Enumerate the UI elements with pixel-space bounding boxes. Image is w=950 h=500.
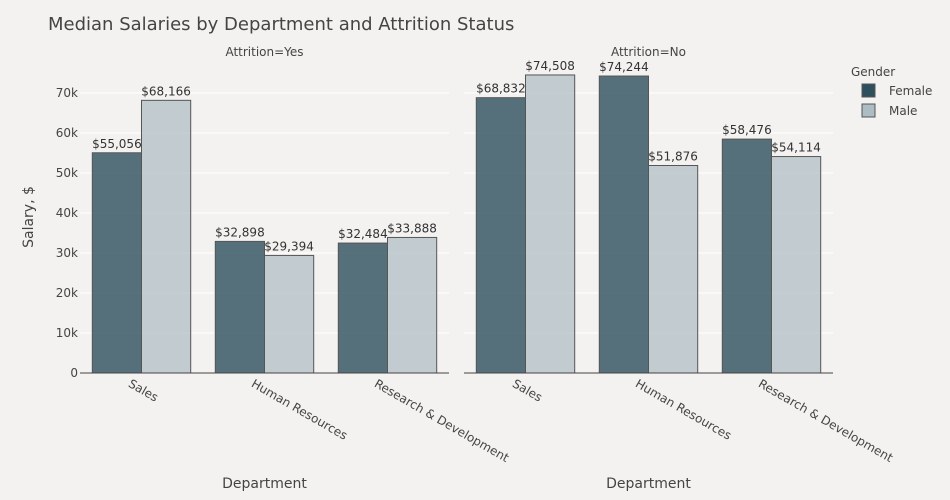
y-tick-label: 20k xyxy=(56,286,78,300)
bar-value-label: $54,114 xyxy=(771,141,821,155)
facet-label: Attrition=No xyxy=(611,45,686,59)
legend-label-male[interactable]: Male xyxy=(889,104,917,118)
x-tick-label: Human Resources xyxy=(249,376,350,442)
bar-female[interactable] xyxy=(598,75,649,374)
facets: Attrition=Yes$55,056$68,166Sales$32,898$… xyxy=(56,45,896,492)
bar-value-label: $68,832 xyxy=(476,82,526,96)
bar-female[interactable] xyxy=(214,240,266,374)
legend-swatch-female[interactable] xyxy=(861,83,876,98)
legend-swatch-male[interactable] xyxy=(861,103,876,118)
facet-label: Attrition=Yes xyxy=(225,45,303,59)
y-tick-label: 60k xyxy=(56,126,78,140)
legend[interactable]: Gender Female Male xyxy=(851,65,932,118)
x-axis-title: Department xyxy=(606,476,691,492)
bar-male[interactable] xyxy=(141,99,192,374)
bar-male[interactable] xyxy=(387,236,438,374)
bar-value-label: $55,056 xyxy=(92,137,142,151)
legend-title: Gender xyxy=(851,65,895,79)
x-tick-label: Sales xyxy=(126,376,161,404)
bar-value-label: $29,394 xyxy=(264,239,314,253)
x-tick-label: Research & Development xyxy=(756,376,896,465)
bar-female[interactable] xyxy=(337,242,388,374)
x-tick-label: Sales xyxy=(510,376,545,404)
facet-attrition-no: Attrition=No $68,832 $74,508 Sales $74,244 $5… xyxy=(464,45,896,492)
bar-value-label: $74,244 xyxy=(599,60,649,74)
bar-value-label: $58,476 xyxy=(722,123,772,137)
bar-male[interactable] xyxy=(771,156,822,374)
bar-female[interactable] xyxy=(91,152,143,374)
legend-label-female[interactable]: Female xyxy=(889,84,932,98)
bar-value-label: $51,876 xyxy=(648,149,698,163)
bar-male[interactable] xyxy=(264,254,315,374)
y-tick-label: 0 xyxy=(70,366,78,380)
y-tick-label: 30k xyxy=(56,246,78,260)
chart-title: Median Salaries by Department and Attrit… xyxy=(48,14,514,35)
y-tick-label: 40k xyxy=(56,206,78,220)
bar-male[interactable] xyxy=(648,164,699,374)
bar-value-label: $32,484 xyxy=(338,227,388,241)
x-axis-title: Department xyxy=(222,476,307,492)
facet-attrition-yes: Attrition=Yes$55,056$68,166Sales$32,898$… xyxy=(80,45,512,492)
bar-female[interactable] xyxy=(721,138,772,374)
y-tick-label: 10k xyxy=(56,326,78,340)
y-tick-label: 50k xyxy=(56,166,78,180)
x-tick-label: Research & Development xyxy=(372,376,512,465)
y-tick-label: 70k xyxy=(56,86,78,100)
bar-value-label: $74,508 xyxy=(525,59,575,73)
bar-male[interactable] xyxy=(525,74,576,374)
x-tick-label: Human Resources xyxy=(633,376,734,442)
bar-value-label: $68,166 xyxy=(141,84,191,98)
bar-value-label: $32,898 xyxy=(215,225,265,239)
bar-female[interactable] xyxy=(475,97,526,374)
y-axis-title: Salary, $ xyxy=(21,186,37,248)
bar-value-label: $33,888 xyxy=(387,221,437,235)
